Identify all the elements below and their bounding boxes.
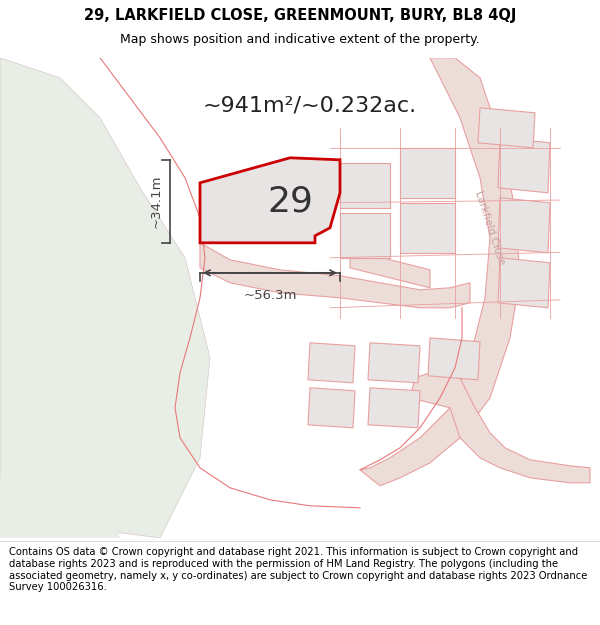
Polygon shape — [428, 338, 480, 380]
Polygon shape — [0, 458, 120, 538]
Polygon shape — [368, 388, 420, 428]
Text: 29: 29 — [267, 184, 313, 218]
Polygon shape — [498, 258, 550, 308]
Polygon shape — [308, 342, 355, 382]
Polygon shape — [498, 138, 550, 192]
Text: ~56.3m: ~56.3m — [243, 289, 297, 302]
Text: Contains OS data © Crown copyright and database right 2021. This information is : Contains OS data © Crown copyright and d… — [9, 548, 587, 592]
Polygon shape — [350, 248, 430, 288]
Text: 29, LARKFIELD CLOSE, GREENMOUNT, BURY, BL8 4QJ: 29, LARKFIELD CLOSE, GREENMOUNT, BURY, B… — [84, 8, 516, 23]
Polygon shape — [360, 58, 520, 486]
Polygon shape — [400, 202, 455, 252]
Text: Larkfield Close: Larkfield Close — [473, 189, 506, 266]
Polygon shape — [400, 148, 455, 198]
Polygon shape — [368, 342, 420, 382]
Polygon shape — [200, 242, 470, 308]
Polygon shape — [340, 162, 390, 208]
Text: ~34.1m: ~34.1m — [149, 174, 163, 228]
Polygon shape — [340, 213, 390, 258]
Polygon shape — [498, 198, 550, 252]
Polygon shape — [478, 107, 535, 148]
Polygon shape — [308, 388, 355, 428]
Polygon shape — [200, 158, 340, 242]
Polygon shape — [410, 372, 590, 482]
Text: ~941m²/~0.232ac.: ~941m²/~0.232ac. — [203, 96, 417, 116]
Polygon shape — [0, 58, 210, 538]
Text: Map shows position and indicative extent of the property.: Map shows position and indicative extent… — [120, 33, 480, 46]
